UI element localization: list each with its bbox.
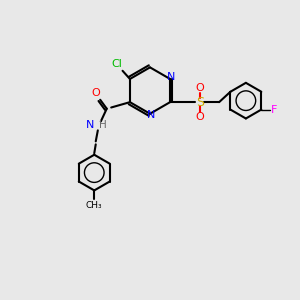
Text: O: O <box>195 82 204 93</box>
Text: O: O <box>92 88 100 98</box>
Text: Cl: Cl <box>111 59 122 69</box>
Text: CH₃: CH₃ <box>86 201 103 210</box>
Text: S: S <box>196 96 204 109</box>
Text: O: O <box>195 112 204 122</box>
Text: H: H <box>99 120 107 130</box>
Text: N: N <box>85 120 94 130</box>
Text: N: N <box>146 110 155 120</box>
Text: N: N <box>167 73 175 82</box>
Text: F: F <box>271 105 277 115</box>
